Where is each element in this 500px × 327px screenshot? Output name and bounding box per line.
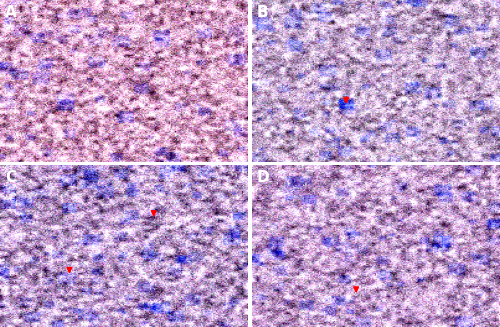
Text: A: A xyxy=(5,5,16,20)
Text: B: B xyxy=(257,5,268,20)
Text: D: D xyxy=(257,170,270,185)
Text: C: C xyxy=(5,170,16,185)
